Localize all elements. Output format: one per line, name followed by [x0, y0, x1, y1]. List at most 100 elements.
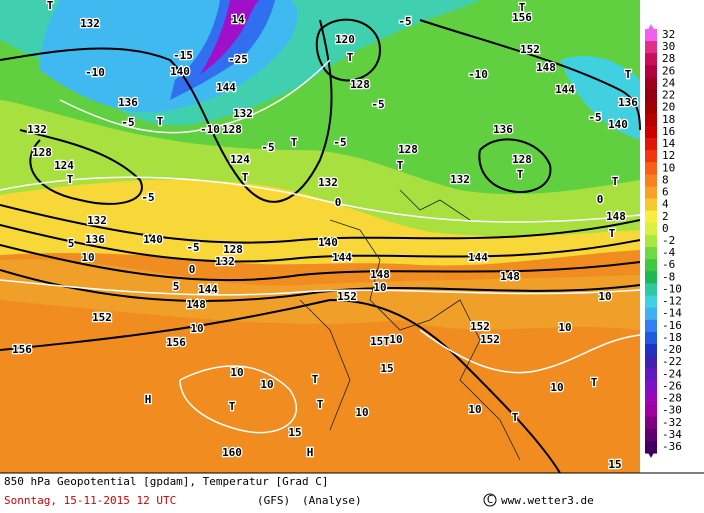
colorbar-swatch	[645, 392, 657, 406]
map-label: -5	[261, 141, 274, 154]
map-label: 136	[118, 96, 138, 109]
map-label: 0	[189, 263, 196, 276]
contour	[19, 129, 143, 205]
isotherm	[0, 176, 641, 223]
colorbar-label: -30	[662, 404, 682, 417]
colorbar-swatch	[645, 210, 657, 224]
colorbar-label: -16	[662, 319, 682, 332]
map-label: 152	[337, 290, 357, 303]
colorbar-label: 24	[662, 76, 676, 89]
map-label: 144	[198, 283, 218, 296]
map-label: 15	[608, 458, 621, 471]
footer-model: (GFS)	[257, 494, 290, 507]
colorbar-label: 30	[662, 40, 675, 53]
map-label: T	[47, 0, 54, 12]
colorbar-label: -22	[662, 355, 682, 368]
colorbar-swatch	[645, 295, 657, 309]
contour	[315, 18, 382, 82]
colorbar-label: 4	[662, 198, 669, 211]
contour	[0, 224, 641, 263]
map-label: 148	[536, 61, 556, 74]
map-label: H	[145, 393, 152, 406]
map-label: 132	[80, 17, 100, 30]
map-label: 124	[230, 153, 250, 166]
map-label: 128	[512, 153, 532, 166]
map-label: -5	[121, 116, 134, 129]
colorbar-label: -24	[662, 367, 682, 380]
map-label: 132	[27, 123, 47, 136]
map-label: 144	[555, 83, 575, 96]
map-label: 10	[81, 251, 94, 264]
map-label: -10	[468, 68, 488, 81]
colorbar-label: 18	[662, 113, 675, 126]
map-label: 136	[85, 233, 105, 246]
map-label: 156	[512, 11, 532, 24]
map-label: 152	[92, 311, 112, 324]
colorbar-label: 6	[662, 186, 669, 199]
map-label: 120	[335, 33, 355, 46]
map-label: 132	[318, 176, 338, 189]
colorbar-label: 16	[662, 125, 675, 138]
colorbar-swatch	[645, 174, 657, 187]
map-label: -15	[173, 49, 193, 62]
colorbar-label: -34	[662, 428, 682, 441]
map-label: 152	[480, 333, 500, 346]
colorbar-swatch	[645, 186, 657, 200]
colorbar-label: 10	[662, 161, 675, 174]
contour	[0, 298, 561, 474]
contour	[478, 138, 552, 194]
colorbar-label: 0	[662, 222, 669, 235]
colorbar-label: -2	[662, 234, 675, 247]
map-label: 128	[350, 78, 370, 91]
colorbar-swatch	[645, 198, 657, 212]
colorbar-swatch	[645, 416, 657, 430]
footer-run: (Analyse)	[302, 494, 362, 507]
colorbar-swatch	[645, 307, 657, 321]
colorbar-swatch	[645, 150, 657, 163]
contour	[0, 19, 333, 203]
colorbar-label: -8	[662, 270, 675, 283]
colorbar-swatch	[645, 259, 657, 272]
colorbar-swatch	[645, 319, 657, 333]
colorbar-swatch	[645, 65, 657, 78]
colorbar-swatch	[645, 162, 657, 175]
colorbar-label: 2	[662, 210, 669, 223]
map-label: 128	[223, 243, 243, 256]
colorbar-label: 28	[662, 52, 675, 65]
copyright-icon	[483, 493, 497, 507]
colorbar-swatch	[645, 247, 657, 260]
map-label: T	[591, 376, 598, 389]
map-label: T	[229, 400, 236, 413]
map-label: 10	[598, 290, 611, 303]
map-label: 10	[355, 406, 368, 419]
footer-title: 850 hPa Geopotential [gpdam], Temperatur…	[4, 475, 329, 488]
colorbar-label: -10	[662, 282, 682, 295]
map-label: T	[397, 159, 404, 172]
colorbar-swatch	[645, 234, 657, 248]
map-label: 10	[230, 366, 243, 379]
map-label: 160	[222, 446, 242, 459]
map-label: 5	[173, 280, 180, 293]
map-label: 10	[190, 322, 203, 335]
colorbar-swatch	[645, 331, 657, 345]
map-label: 136	[618, 96, 638, 109]
map-label: T	[347, 51, 354, 64]
footer-date: Sonntag, 15-11-2015 12 UTC	[4, 494, 176, 507]
map-label: 148	[606, 210, 626, 223]
map-label: 152	[520, 43, 540, 56]
map-label: T	[625, 68, 632, 81]
map-label: -10	[200, 123, 220, 136]
map-label: 15	[288, 426, 301, 439]
map-label: 10	[558, 321, 571, 334]
colorbar-swatch	[645, 28, 657, 42]
map-label: T	[517, 168, 524, 181]
map-label: 10	[389, 333, 402, 346]
map-label: 124	[54, 159, 74, 172]
isotherm	[419, 329, 641, 374]
colorbar-label: 12	[662, 149, 675, 162]
colorbar-swatch	[645, 125, 657, 139]
map-label: -5	[333, 136, 346, 149]
map-label: -5	[588, 111, 601, 124]
map-label: 148	[500, 270, 520, 283]
